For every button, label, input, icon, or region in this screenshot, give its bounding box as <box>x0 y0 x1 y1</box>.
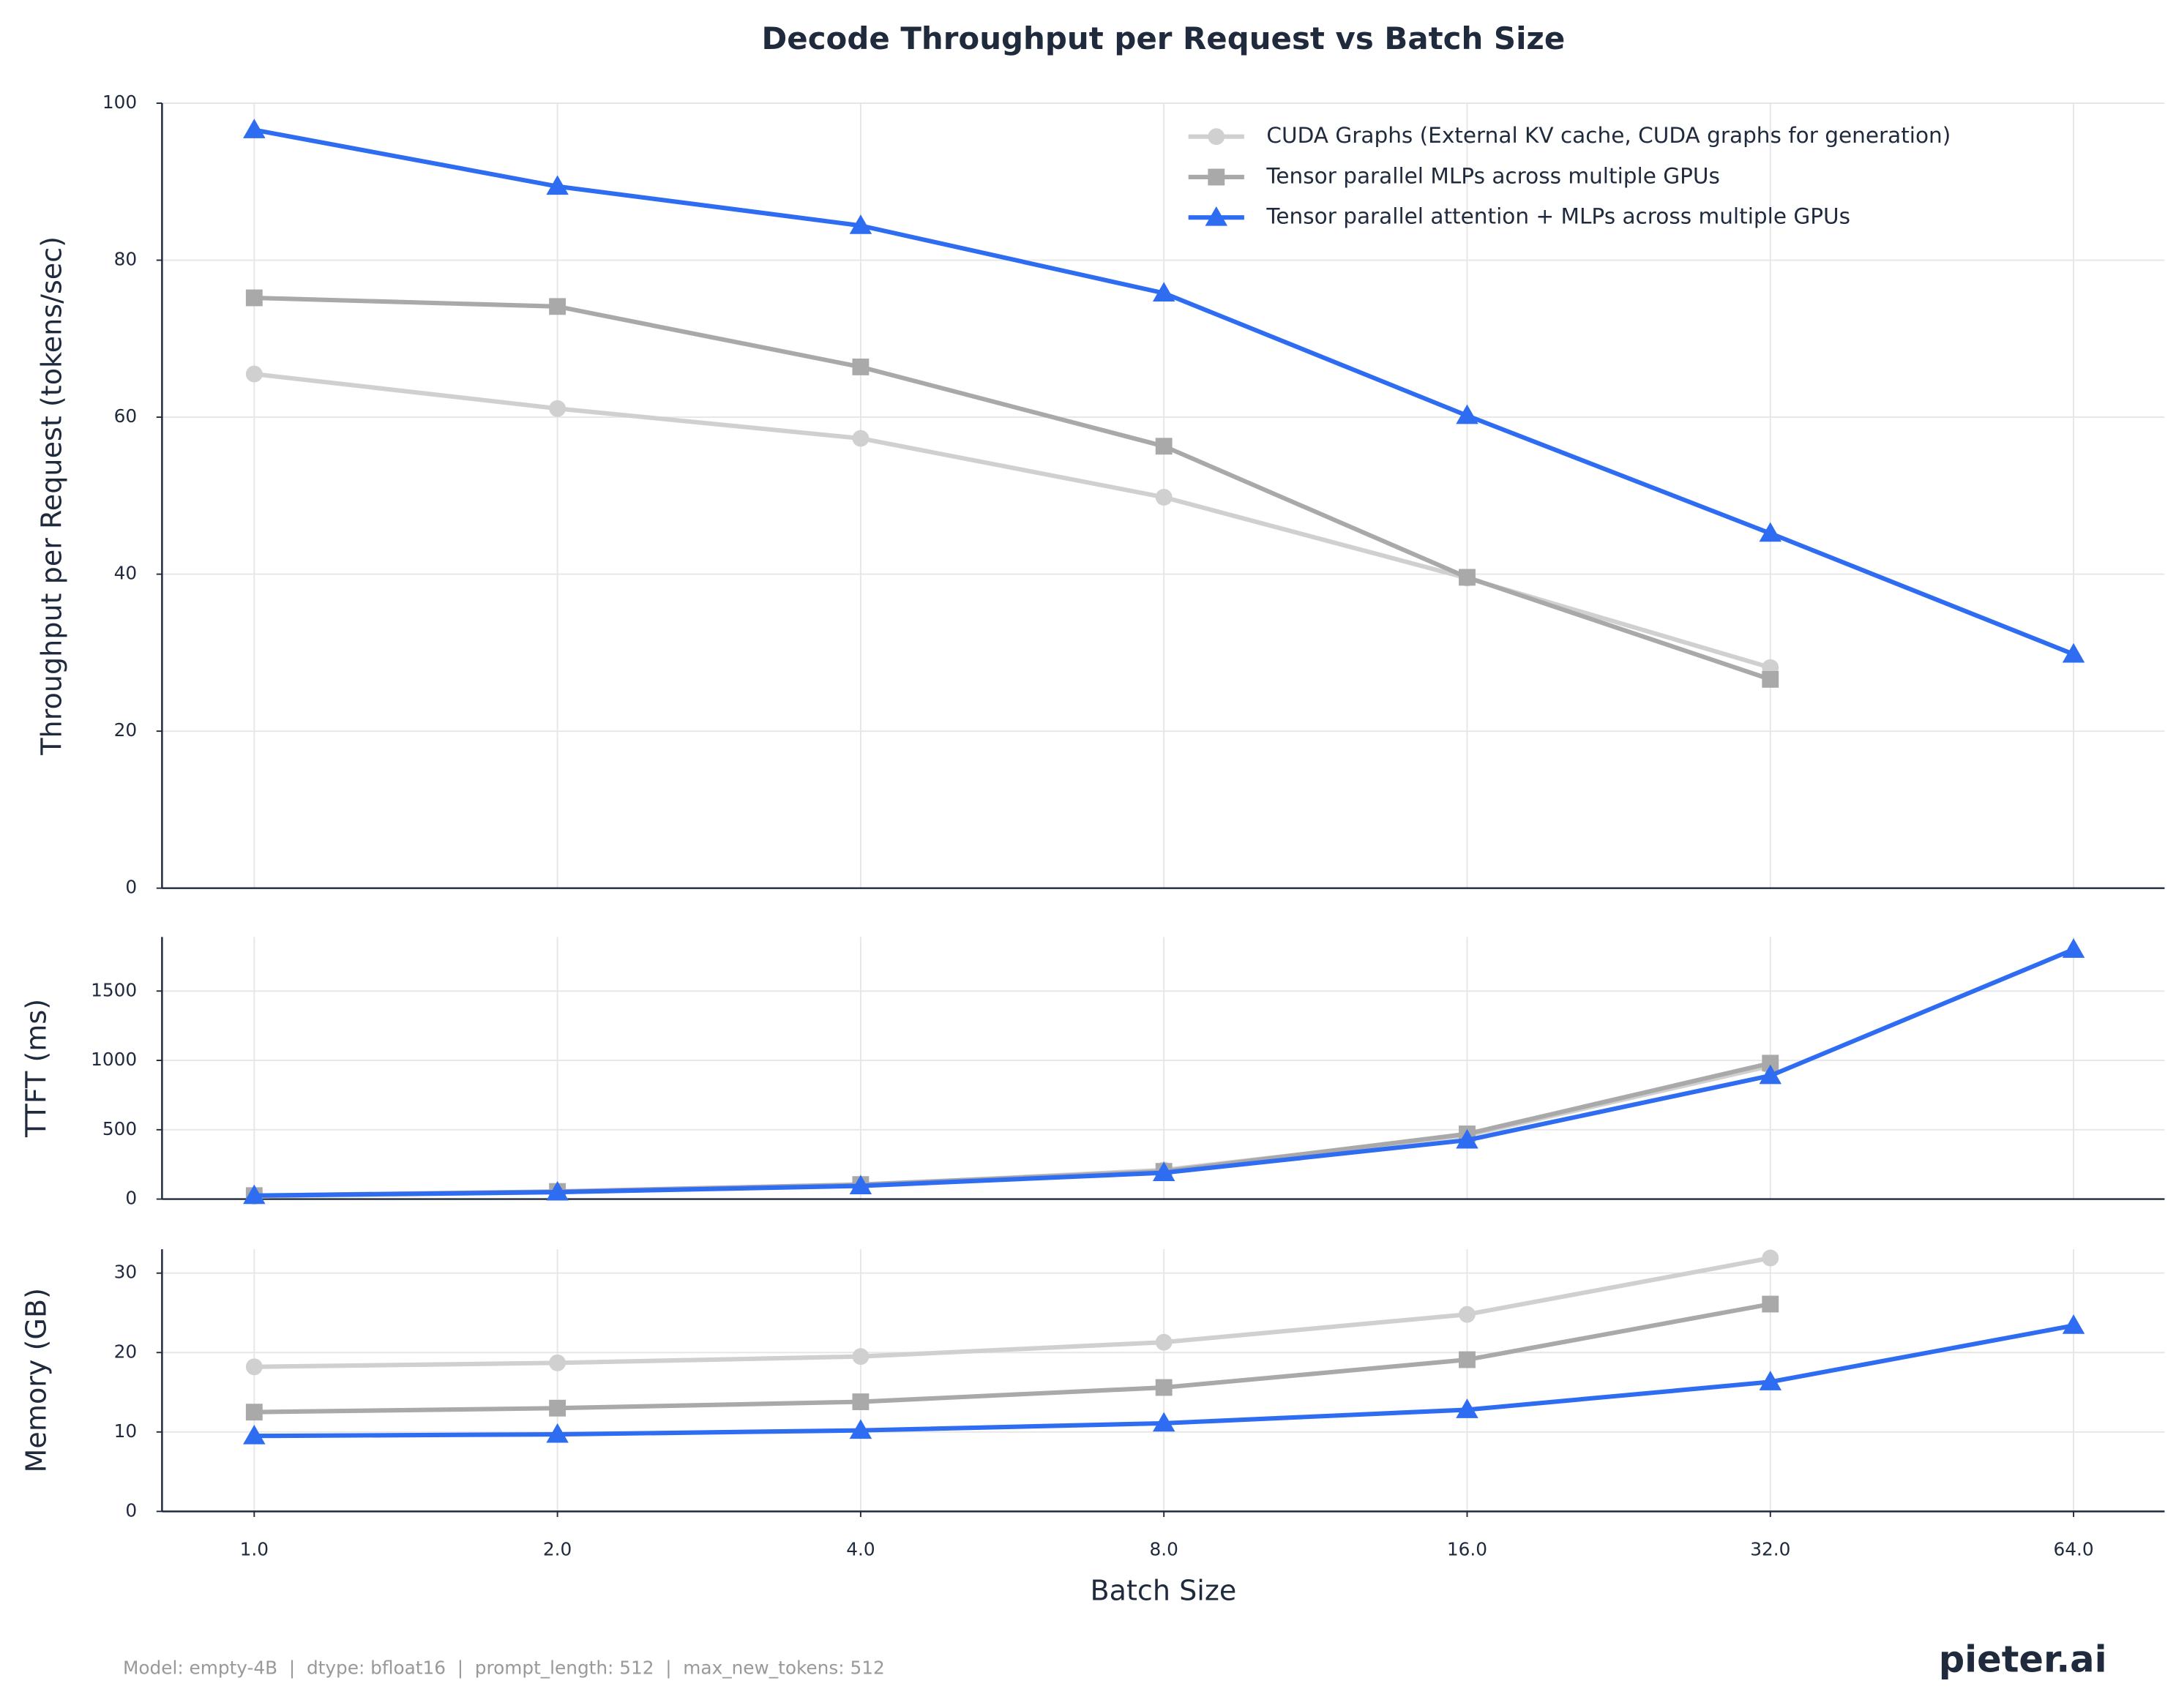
marker <box>1155 489 1173 506</box>
series-line <box>254 295 1771 682</box>
x-tick-label: 4.0 <box>846 1539 875 1560</box>
logo: pieter.ai <box>1939 1638 2107 1681</box>
y-tick-label: 30 <box>114 1262 138 1283</box>
y-tick-label: 1500 <box>91 979 137 1000</box>
marker <box>245 1404 263 1421</box>
marker <box>849 1419 872 1439</box>
marker <box>2062 643 2085 663</box>
y-tick-label: 500 <box>102 1118 137 1139</box>
marker <box>1759 1064 1782 1085</box>
y-tick-label: 0 <box>125 1499 137 1521</box>
series-line <box>254 1302 1771 1415</box>
y-tick-label: 0 <box>125 1188 137 1209</box>
marker <box>1456 404 1478 424</box>
footer-note: Model: empty-4B | dtype: bfloat16 | prom… <box>123 1658 885 1679</box>
marker <box>546 1180 569 1201</box>
marker <box>1459 1351 1476 1368</box>
y-tick-label: 100 <box>102 91 137 113</box>
x-tick-label: 8.0 <box>1150 1539 1178 1560</box>
marker <box>849 1175 872 1194</box>
marker <box>546 1423 569 1443</box>
marker <box>549 1399 567 1417</box>
marker <box>243 1184 266 1205</box>
y-tick-label: 20 <box>114 1341 138 1362</box>
legend-label: Tensor parallel attention + MLPs across … <box>1265 204 1850 229</box>
marker <box>1759 522 1782 542</box>
x-tick-label: 1.0 <box>240 1539 269 1560</box>
marker <box>1208 168 1225 186</box>
y-tick-label: 0 <box>125 877 137 898</box>
y-tick-label: 40 <box>114 563 138 584</box>
x-tick-label: 16.0 <box>1447 1539 1487 1560</box>
marker <box>1762 1249 1779 1267</box>
marker <box>1759 1371 1782 1390</box>
y-axis-label: Memory (GB) <box>20 1288 52 1472</box>
y-tick-label: 1000 <box>91 1049 137 1070</box>
marker <box>1762 1295 1779 1313</box>
x-tick-label: 2.0 <box>543 1539 572 1560</box>
marker <box>1152 1412 1175 1432</box>
x-axis-label: Batch Size <box>1090 1574 1236 1606</box>
marker <box>1456 1398 1478 1418</box>
y-tick-label: 10 <box>114 1420 138 1442</box>
marker <box>1456 1128 1478 1149</box>
marker <box>243 119 266 138</box>
marker <box>1155 438 1173 455</box>
marker <box>549 298 567 315</box>
legend-label: CUDA Graphs (External KV cache, CUDA gra… <box>1266 123 1951 148</box>
marker <box>1208 128 1225 146</box>
marker <box>549 400 567 417</box>
marker <box>245 289 263 307</box>
series-line <box>254 1256 1771 1369</box>
marker <box>2062 938 2085 958</box>
marker <box>852 358 870 375</box>
y-axis-label: TTFT (ms) <box>20 999 52 1138</box>
x-tick-label: 32.0 <box>1750 1539 1790 1560</box>
marker <box>245 1358 263 1376</box>
marker <box>1762 670 1779 688</box>
y-tick-label: 20 <box>114 719 138 741</box>
marker <box>1155 1333 1173 1351</box>
marker <box>1152 1161 1175 1181</box>
marker <box>1152 282 1175 302</box>
legend-label: Tensor parallel MLPs across multiple GPU… <box>1265 163 1720 188</box>
marker <box>1459 1306 1476 1323</box>
marker <box>852 1393 870 1410</box>
marker <box>852 430 870 447</box>
marker <box>245 365 263 383</box>
chart-title: Decode Throughput per Request vs Batch S… <box>762 20 1566 56</box>
marker <box>1155 1379 1173 1396</box>
marker <box>1762 1055 1779 1072</box>
marker <box>549 1354 567 1371</box>
marker <box>2062 1314 2085 1334</box>
marker <box>849 214 872 234</box>
marker <box>1459 569 1476 586</box>
y-tick-label: 80 <box>114 249 138 270</box>
y-axis-label: Throughput per Request (tokens/sec) <box>35 236 67 756</box>
marker <box>852 1348 870 1366</box>
y-tick-label: 60 <box>114 405 138 427</box>
x-tick-label: 64.0 <box>2054 1539 2094 1560</box>
marker <box>1205 206 1228 226</box>
marker <box>243 1424 266 1445</box>
marker <box>546 175 569 195</box>
